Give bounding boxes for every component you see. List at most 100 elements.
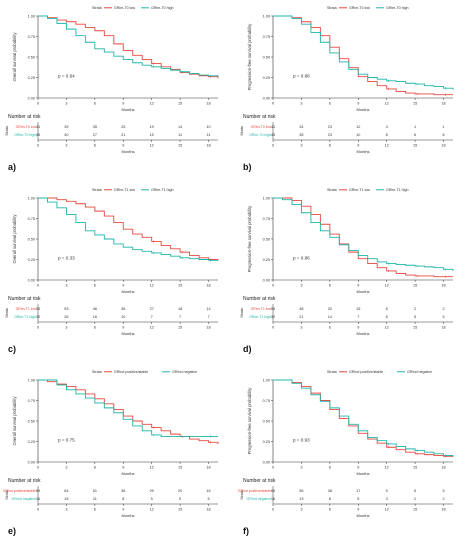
risk-count: 48 bbox=[299, 307, 303, 311]
risk-x-tick-label: 15 bbox=[178, 144, 182, 148]
x-tick-label: 18 bbox=[441, 466, 445, 470]
y-axis-label: Overall survival probability bbox=[12, 32, 17, 82]
risk-count: 7 bbox=[151, 315, 153, 319]
risk-x-tick-label: 12 bbox=[385, 144, 389, 148]
y-tick-label: 0.00 bbox=[263, 96, 270, 100]
risk-x-axis-label: Months bbox=[356, 149, 369, 154]
risk-count: 2 bbox=[442, 307, 444, 311]
x-axis-label: Months bbox=[356, 107, 369, 112]
legend-label-1: GRim-T0 high bbox=[386, 6, 408, 10]
risk-x-tick-label: 3 bbox=[65, 326, 67, 330]
risk-row-label-0: GRim-T1 low bbox=[251, 307, 272, 311]
x-tick-label: 15 bbox=[413, 466, 417, 470]
legend-label-0: GRInd positive/stable bbox=[349, 370, 383, 374]
p-value: p = 0.75 bbox=[58, 438, 75, 443]
risk-count: 69 bbox=[36, 489, 40, 493]
x-tick-label: 6 bbox=[94, 466, 96, 470]
risk-x-tick-label: 18 bbox=[441, 144, 445, 148]
risk-count: 29 bbox=[150, 489, 154, 493]
risk-x-tick-label: 18 bbox=[206, 508, 210, 512]
risk-count: 8 bbox=[386, 133, 388, 137]
risk-count: 8 bbox=[122, 497, 124, 501]
legend: Strata GRInd positive/stable GRInd negativ… bbox=[327, 370, 432, 374]
x-tick-label: 18 bbox=[441, 284, 445, 288]
y-tick-label: 0.50 bbox=[263, 237, 270, 241]
risk-count: 11 bbox=[207, 133, 211, 137]
x-tick-label: 0 bbox=[37, 102, 39, 106]
risk-x-tick-label: 0 bbox=[272, 508, 274, 512]
x-axis-label: Months bbox=[121, 289, 134, 294]
x-tick-label: 6 bbox=[94, 284, 96, 288]
x-tick-label: 12 bbox=[385, 284, 389, 288]
x-tick-label: 18 bbox=[206, 284, 210, 288]
risk-count: 23 bbox=[328, 125, 332, 129]
risk-x-tick-label: 6 bbox=[329, 326, 331, 330]
p-value: p = 0.88 bbox=[293, 74, 310, 79]
y-tick-label: 0.75 bbox=[263, 399, 270, 403]
km-panel-5: Strata GRInd positive/stable GRInd negativ… bbox=[3, 370, 219, 536]
risk-x-tick-label: 9 bbox=[122, 326, 124, 330]
risk-x-tick-label: 15 bbox=[413, 508, 417, 512]
risk-count: 14 bbox=[328, 315, 332, 319]
legend-title: Strata bbox=[92, 188, 102, 192]
risk-count: 1 bbox=[414, 125, 416, 129]
survival-curve-0 bbox=[273, 15, 453, 96]
strata-axis-label: Strata bbox=[240, 490, 244, 500]
legend-label-0: GRim-T0 low bbox=[114, 6, 135, 10]
y-tick-label: 0.75 bbox=[263, 35, 270, 39]
legend-label-0: GRim-T1 low bbox=[349, 188, 370, 192]
x-tick-label: 15 bbox=[178, 466, 182, 470]
x-tick-label: 3 bbox=[65, 102, 67, 106]
y-tick-label: 0.50 bbox=[263, 419, 270, 423]
risk-x-tick-label: 12 bbox=[385, 508, 389, 512]
risk-count: 27 bbox=[150, 307, 154, 311]
risk-x-tick-label: 0 bbox=[272, 326, 274, 330]
x-tick-label: 12 bbox=[385, 466, 389, 470]
x-tick-label: 12 bbox=[150, 102, 154, 106]
legend-label-1: GRInd negative bbox=[407, 370, 432, 374]
risk-x-tick-label: 15 bbox=[178, 326, 182, 330]
risk-row-label-0: GRim-T0 low bbox=[16, 125, 37, 129]
x-tick-label: 15 bbox=[178, 284, 182, 288]
x-axis-label: Months bbox=[356, 289, 369, 294]
risk-count: 15 bbox=[64, 497, 68, 501]
legend-label-1: GRim-T0 high bbox=[151, 6, 173, 10]
risk-x-tick-label: 6 bbox=[329, 508, 331, 512]
risk-x-tick-label: 3 bbox=[65, 508, 67, 512]
y-tick-label: 0.00 bbox=[263, 278, 270, 282]
survival-curve-1 bbox=[38, 15, 219, 77]
y-axis-label: Overall survival probability bbox=[12, 214, 17, 264]
legend: Strata GRim-T0 low GRim-T0 high bbox=[327, 6, 408, 10]
risk-x-tick-label: 18 bbox=[206, 326, 210, 330]
y-axis-label: Overall survival probability bbox=[12, 396, 17, 446]
risk-x-tick-label: 18 bbox=[441, 508, 445, 512]
x-tick-label: 12 bbox=[385, 102, 389, 106]
risk-count: 25 bbox=[121, 125, 125, 129]
risk-count: 11 bbox=[178, 133, 182, 137]
risk-count: 5 bbox=[414, 315, 416, 319]
risk-count: 9 bbox=[386, 489, 388, 493]
risk-x-tick-label: 3 bbox=[300, 326, 302, 330]
legend-label-0: GRim-T0 low bbox=[349, 6, 370, 10]
x-tick-label: 18 bbox=[206, 102, 210, 106]
y-tick-label: 0.75 bbox=[263, 217, 270, 221]
x-tick-label: 0 bbox=[37, 466, 39, 470]
risk-count: 5 bbox=[357, 497, 359, 501]
risk-count: 5 bbox=[151, 497, 153, 501]
risk-x-tick-label: 3 bbox=[300, 144, 302, 148]
x-tick-label: 0 bbox=[272, 284, 274, 288]
x-tick-label: 3 bbox=[65, 466, 67, 470]
risk-count: 11 bbox=[93, 497, 97, 501]
legend-title: Strata bbox=[327, 188, 337, 192]
risk-count: 45 bbox=[36, 133, 40, 137]
strata-axis-label: Strata bbox=[5, 308, 9, 318]
legend-label-1: GRInd negative bbox=[172, 370, 197, 374]
survival-curve-0 bbox=[38, 379, 219, 444]
y-tick-label: 0.00 bbox=[28, 278, 35, 282]
risk-count: 15 bbox=[356, 307, 360, 311]
x-tick-label: 0 bbox=[272, 466, 274, 470]
risk-x-axis-label: Months bbox=[121, 331, 134, 336]
risk-table-title: Number at risk bbox=[8, 296, 41, 302]
